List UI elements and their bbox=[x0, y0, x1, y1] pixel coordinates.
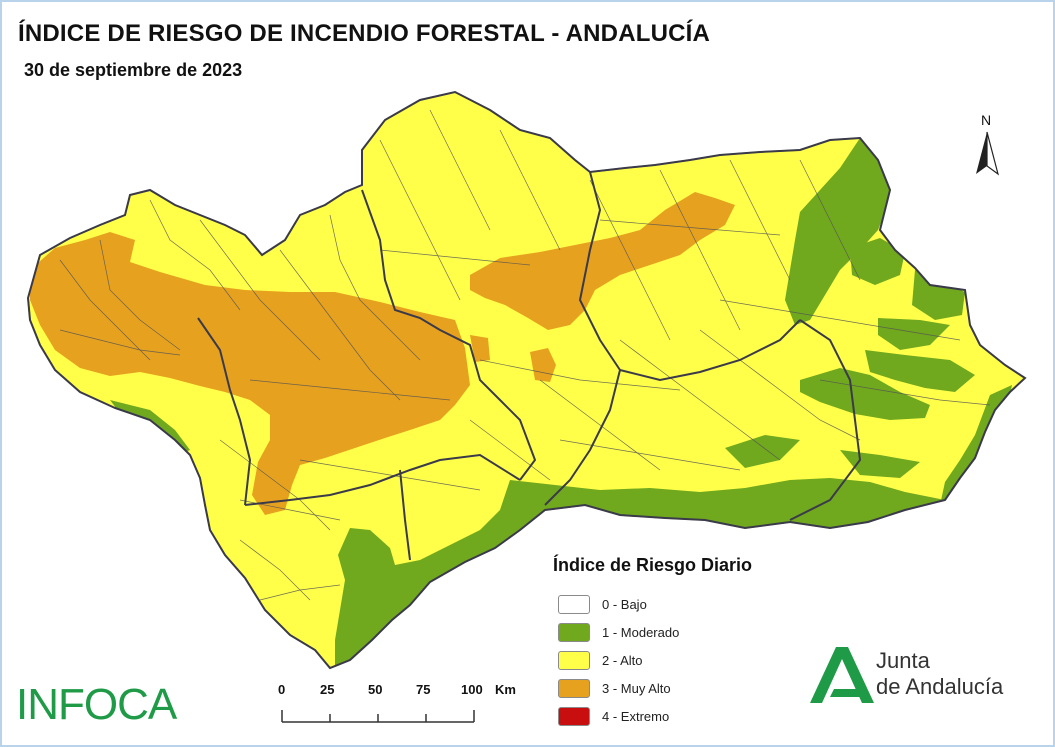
legend-item-extremo: 4 - Extremo bbox=[553, 702, 752, 730]
zone-muy-alto-center bbox=[470, 192, 735, 330]
map-title: ÍNDICE DE RIESGO DE INCENDIO FORESTAL - … bbox=[18, 20, 711, 47]
legend-title: Índice de Riesgo Diario bbox=[553, 555, 753, 575]
junta-line-1: Junta bbox=[876, 648, 930, 673]
zone-moderado-east-1 bbox=[850, 238, 905, 285]
legend-label-moderado: 1 - Moderado bbox=[602, 624, 680, 640]
north-label: N bbox=[981, 112, 992, 128]
legend-label-muy-alto: 3 - Muy Alto bbox=[602, 680, 671, 696]
scale-tick-75: 75 bbox=[416, 682, 431, 697]
infoca-logo: INFOCA bbox=[16, 680, 177, 729]
zone-muy-alto-patch bbox=[530, 348, 556, 382]
zone-moderado-east-5 bbox=[800, 368, 930, 420]
legend-item-alto: 2 - Alto bbox=[553, 646, 752, 674]
scale-tick-100: 100 bbox=[461, 682, 483, 697]
scale-tick-25: 25 bbox=[320, 682, 335, 697]
legend: Índice de Riesgo Diario 0 - Bajo 1 - Mod… bbox=[553, 555, 752, 730]
north-arrow-icon bbox=[976, 131, 1000, 176]
legend-label-bajo: 0 - Bajo bbox=[602, 596, 647, 612]
legend-item-muy-alto: 3 - Muy Alto bbox=[553, 674, 752, 702]
legend-item-bajo: 0 - Bajo bbox=[553, 590, 752, 618]
junta-line-2: de Andalucía bbox=[876, 674, 1004, 699]
scale-tick-0: 0 bbox=[278, 682, 286, 697]
zone-muy-alto-west bbox=[30, 232, 470, 515]
scale-unit: Km bbox=[495, 682, 516, 697]
provincial-boundaries bbox=[197, 171, 862, 561]
junta-andalucia-logo-icon bbox=[810, 647, 874, 703]
legend-item-moderado: 1 - Moderado bbox=[553, 618, 752, 646]
legend-label-alto: 2 - Alto bbox=[602, 652, 643, 668]
legend-swatch-muy-alto bbox=[558, 678, 590, 698]
map-date: 30 de septiembre de 2023 bbox=[24, 60, 243, 80]
zone-moderado-coast bbox=[335, 478, 945, 668]
zone-moderado-east-6 bbox=[725, 435, 800, 468]
scale-bar-line bbox=[281, 710, 475, 723]
legend-swatch-extremo bbox=[558, 706, 590, 726]
legend-label-extremo: 4 - Extremo bbox=[602, 708, 670, 724]
zone-moderado-east-2 bbox=[912, 270, 965, 320]
zone-muy-alto-patch-2 bbox=[470, 335, 490, 362]
zone-moderado-northeast bbox=[785, 138, 892, 325]
zone-moderado-east-4 bbox=[865, 350, 975, 392]
municipal-boundaries bbox=[59, 109, 991, 601]
legend-swatch-bajo bbox=[558, 594, 590, 614]
scale-bar: 0 25 50 75 100 Km bbox=[270, 680, 530, 728]
junta-andalucia-text: Junta de Andalucía bbox=[876, 648, 1003, 700]
andalucia-outline bbox=[26, 90, 1027, 670]
zone-moderado-east-3 bbox=[878, 318, 950, 350]
legend-swatch-alto bbox=[558, 650, 590, 670]
scale-tick-50: 50 bbox=[368, 682, 383, 697]
legend-swatch-moderado bbox=[558, 622, 590, 642]
